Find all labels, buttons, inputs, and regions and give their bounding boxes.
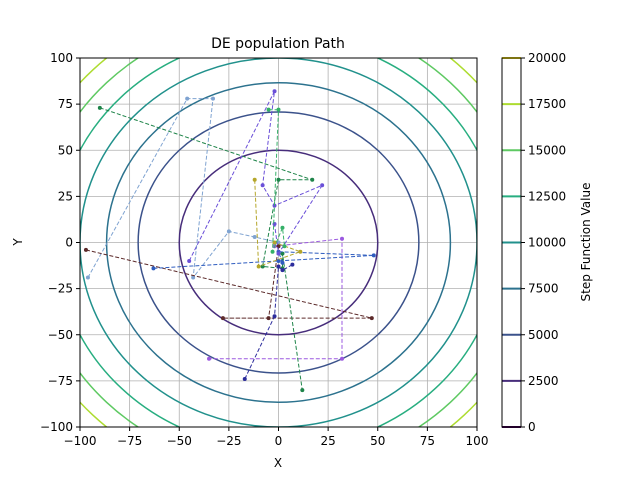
path-point bbox=[85, 275, 90, 280]
path-point bbox=[266, 107, 271, 112]
path-point bbox=[242, 377, 247, 382]
path-point bbox=[276, 251, 281, 256]
y-tick-label: −75 bbox=[48, 374, 73, 388]
x-tick-label: 100 bbox=[466, 434, 489, 448]
path-point bbox=[320, 183, 325, 188]
contour-level-20000 bbox=[80, 58, 477, 427]
colorbar-tick-label: 0 bbox=[528, 420, 536, 434]
y-tick-label: −100 bbox=[40, 420, 73, 434]
path-series-7 bbox=[254, 179, 302, 268]
x-tick-label: 25 bbox=[320, 434, 335, 448]
path-point bbox=[272, 240, 277, 245]
path-point bbox=[270, 249, 275, 254]
path-point bbox=[282, 244, 287, 249]
path-point bbox=[369, 316, 374, 321]
path-point bbox=[191, 275, 196, 280]
path-series-6 bbox=[244, 264, 293, 380]
colorbar-tick-label: 12500 bbox=[528, 189, 566, 203]
colorbar-tick-label: 2500 bbox=[528, 374, 559, 388]
colorbar-label: Step Function Value bbox=[579, 183, 593, 302]
path-point bbox=[83, 247, 88, 252]
x-tick-label: −75 bbox=[117, 434, 142, 448]
x-tick-label: −100 bbox=[64, 434, 97, 448]
contour-lines bbox=[80, 58, 477, 427]
path-point bbox=[280, 225, 285, 230]
contour-level-2500 bbox=[178, 149, 379, 336]
path-point bbox=[226, 229, 231, 234]
colorbar-tick-label: 7500 bbox=[528, 282, 559, 296]
x-tick-label: 75 bbox=[420, 434, 435, 448]
colorbar-tick-label: 17500 bbox=[528, 97, 566, 111]
path-point bbox=[340, 356, 345, 361]
x-axis-label: X bbox=[274, 456, 282, 470]
x-tick-label: 50 bbox=[370, 434, 385, 448]
path-point bbox=[276, 258, 281, 263]
path-point bbox=[252, 177, 257, 182]
path-point bbox=[371, 253, 376, 258]
path-point bbox=[207, 356, 212, 361]
path-point bbox=[252, 234, 257, 239]
path-series-8 bbox=[268, 109, 285, 252]
path-point bbox=[266, 316, 271, 321]
path-point bbox=[210, 96, 215, 101]
path-point bbox=[185, 96, 190, 101]
path-point bbox=[276, 177, 281, 182]
path-point bbox=[260, 183, 265, 188]
path-point bbox=[340, 236, 345, 241]
population-paths bbox=[83, 89, 376, 393]
y-tick-label: 100 bbox=[50, 51, 73, 65]
path-point bbox=[290, 262, 295, 267]
path-point bbox=[272, 89, 277, 94]
y-tick-label: 75 bbox=[58, 97, 73, 111]
path-point bbox=[280, 268, 285, 273]
y-tick-label: −25 bbox=[48, 282, 73, 296]
path-series-4 bbox=[153, 251, 374, 269]
path-point bbox=[97, 105, 102, 110]
path-point bbox=[260, 264, 265, 269]
path-point bbox=[272, 314, 277, 319]
path-point bbox=[256, 264, 261, 269]
colorbar-tick-label: 5000 bbox=[528, 328, 559, 342]
y-tick-label: 25 bbox=[58, 189, 73, 203]
colorbar-tick-label: 15000 bbox=[528, 143, 566, 157]
path-point bbox=[280, 260, 285, 265]
colorbar-tick-label: 10000 bbox=[528, 236, 566, 250]
colorbar: 0 2500 5000 7500 10000 12500 15000 17500 20000 bbox=[501, 51, 566, 434]
path-point bbox=[276, 264, 281, 269]
path-point bbox=[220, 316, 225, 321]
path-point bbox=[187, 258, 192, 263]
y-tick-label: −50 bbox=[48, 328, 73, 342]
colorbar-tick-label: 20000 bbox=[528, 51, 566, 65]
path-series-0 bbox=[209, 238, 343, 360]
path-point bbox=[272, 222, 277, 227]
x-axis-ticks: −100 −75 −50 −25 0 25 50 75 100 bbox=[64, 427, 489, 448]
path-point bbox=[310, 177, 315, 182]
path-point bbox=[151, 266, 156, 271]
path-point bbox=[280, 251, 285, 256]
x-tick-label: −25 bbox=[216, 434, 241, 448]
path-point bbox=[298, 249, 303, 254]
y-tick-label: 0 bbox=[65, 236, 73, 250]
x-tick-label: −50 bbox=[167, 434, 192, 448]
path-point bbox=[276, 107, 281, 112]
y-axis-ticks: −100 −75 −50 −25 0 25 50 75 100 bbox=[40, 51, 80, 434]
path-point bbox=[300, 388, 305, 393]
x-tick-label: 0 bbox=[275, 434, 283, 448]
y-axis-label: Y bbox=[11, 238, 25, 247]
chart-title: DE population Path bbox=[211, 36, 345, 52]
contour-level-7500 bbox=[105, 81, 452, 404]
y-tick-label: 50 bbox=[58, 143, 73, 157]
